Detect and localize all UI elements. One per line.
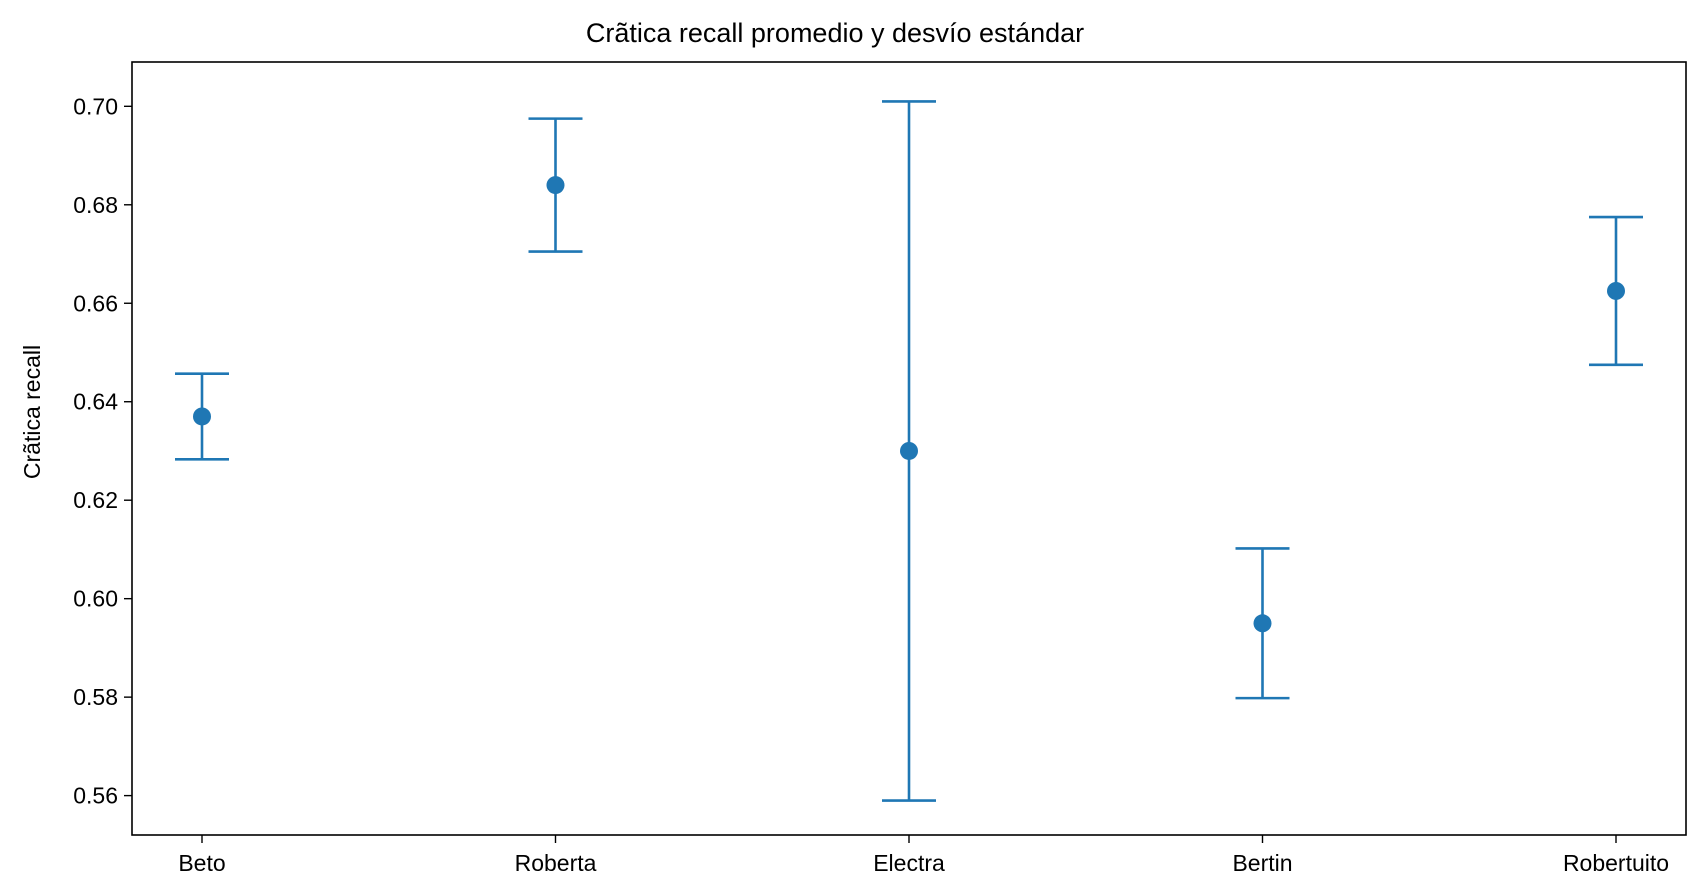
data-point <box>900 441 918 460</box>
y-tick-label: 0.60 <box>73 586 118 612</box>
x-tick-label: Beto <box>178 850 225 876</box>
data-point <box>1607 281 1625 300</box>
data-point <box>1253 614 1272 633</box>
y-tick-label: 0.56 <box>73 783 118 809</box>
x-tick-label: Bertin <box>1232 850 1292 876</box>
y-tick-label: 0.66 <box>73 290 118 316</box>
data-point <box>193 407 211 426</box>
x-tick-label: Robertuito <box>1563 850 1669 876</box>
y-tick-label: 0.62 <box>73 487 118 513</box>
chart-title: Crã­tica recall promedio y desvío estánd… <box>586 18 1084 48</box>
plot-area: 0.56 0.58 0.60 0.62 0.64 0.66 0.68 0.70 Beto Robe… <box>73 61 1687 876</box>
x-tick-label: Electra <box>873 850 945 876</box>
y-axis-label: Crã­tica recall <box>19 345 45 479</box>
x-tick-label: Roberta <box>515 850 597 876</box>
data-point <box>546 176 565 195</box>
y-tick-label: 0.70 <box>73 93 118 119</box>
y-tick-label: 0.58 <box>73 684 118 710</box>
y-tick-label: 0.64 <box>73 389 118 415</box>
y-tick-label: 0.68 <box>73 192 118 218</box>
